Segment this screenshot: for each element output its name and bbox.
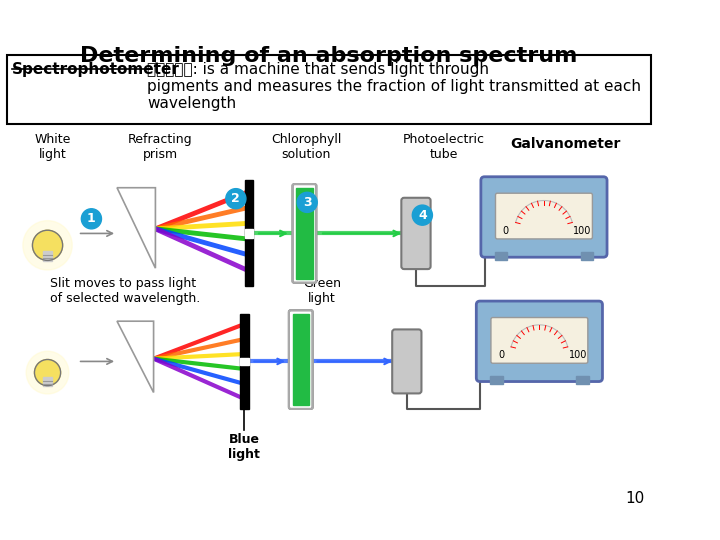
Circle shape [23,221,72,270]
FancyBboxPatch shape [477,301,603,382]
Bar [43,377,52,386]
Polygon shape [117,321,153,393]
Bar [292,314,309,406]
Bar [495,252,508,260]
Circle shape [26,351,69,394]
Text: 4: 4 [418,208,427,221]
Text: 10: 10 [625,491,644,506]
Polygon shape [117,188,156,268]
Text: 0: 0 [498,350,504,360]
Circle shape [35,360,60,386]
FancyBboxPatch shape [401,198,431,269]
Circle shape [297,192,318,212]
Text: Galvanometer: Galvanometer [510,137,620,151]
Text: Determining of an absorption spectrum: Determining of an absorption spectrum [81,46,578,66]
Bar [42,251,53,261]
Text: 光電比色計: is a machine that sends light through
pigments and measures the fraction : 光電比色計: is a machine that sends light thr… [147,62,642,111]
Text: Chlorophyll
solution: Chlorophyll solution [271,133,341,161]
Bar [490,376,503,384]
Text: White
light: White light [35,133,71,161]
Text: Refracting
prism: Refracting prism [127,133,192,161]
Text: 100: 100 [569,350,587,360]
FancyBboxPatch shape [495,193,593,239]
Circle shape [413,205,433,225]
Text: 3: 3 [303,196,312,209]
FancyBboxPatch shape [292,184,316,283]
Text: 2: 2 [232,192,240,205]
Text: Blue
light: Blue light [228,433,260,461]
Bar [245,229,253,238]
Text: 1: 1 [87,212,96,225]
Text: 0: 0 [503,226,508,235]
Circle shape [32,230,63,260]
Text: Photoelectric
tube: Photoelectric tube [402,133,485,161]
Bar [576,376,589,384]
Text: Green
light: Green light [303,278,341,305]
Text: Slit moves to pass light
of selected wavelength.: Slit moves to pass light of selected wav… [50,278,201,305]
Text: 100: 100 [573,226,592,235]
Bar [240,314,248,409]
FancyBboxPatch shape [491,318,588,363]
FancyBboxPatch shape [392,329,421,394]
Bar [296,188,312,279]
Circle shape [81,209,102,229]
Bar [245,180,253,286]
Text: Spectrophotometer: Spectrophotometer [12,62,180,77]
Bar [580,252,593,260]
FancyBboxPatch shape [481,177,607,257]
FancyBboxPatch shape [7,55,651,124]
Circle shape [226,188,246,209]
FancyBboxPatch shape [289,310,312,409]
Bar [240,358,248,365]
